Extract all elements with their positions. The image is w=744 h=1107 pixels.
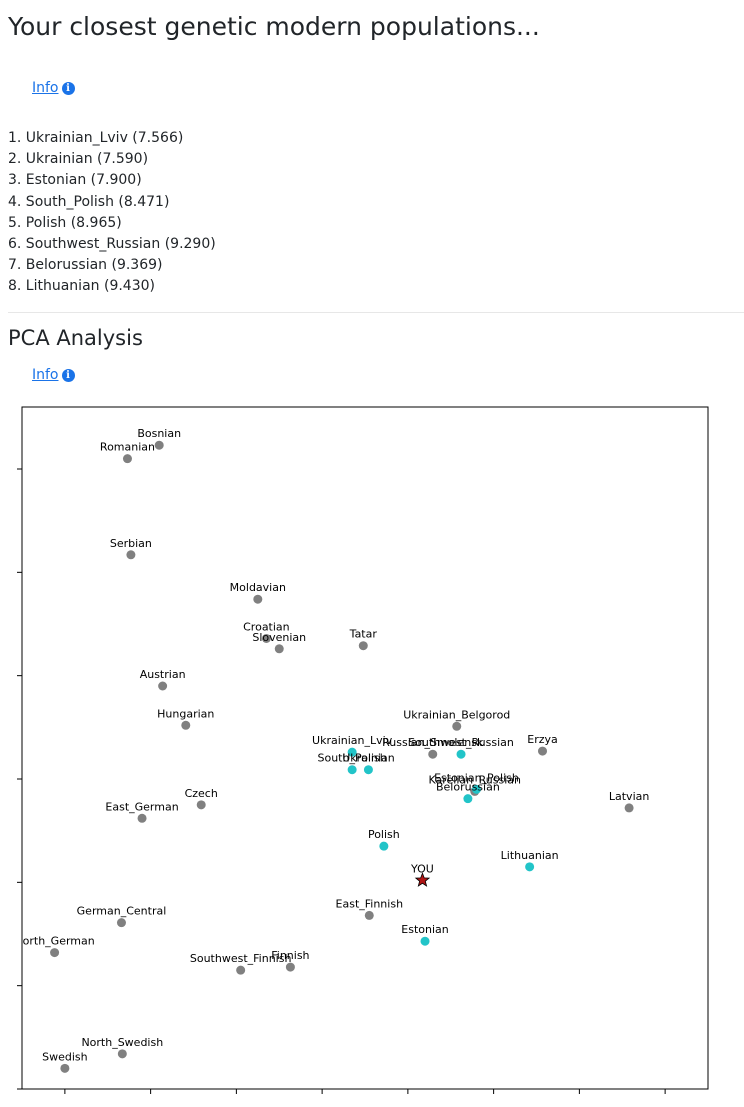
list-item: 2. Ukrainian (7.590) bbox=[8, 151, 149, 168]
list-item: 8. Lithuanian (9.430) bbox=[8, 278, 155, 295]
point-label: Ukrainian bbox=[342, 752, 395, 765]
reference-point bbox=[624, 803, 634, 813]
closest-point bbox=[347, 765, 357, 775]
point-label: Ukrainian_Lviv bbox=[312, 734, 393, 747]
closest-populations-list: 1. Ukrainian_Lviv (7.566) 2. Ukrainian (… bbox=[8, 128, 216, 298]
list-item: 3. Estonian (7.900) bbox=[8, 172, 142, 189]
point-label: Southwest_Russian bbox=[408, 736, 514, 749]
closest-point bbox=[525, 862, 535, 872]
point-label: Tatar bbox=[349, 628, 378, 641]
closest-point bbox=[471, 784, 481, 794]
reference-point bbox=[538, 746, 548, 756]
page-title: Your closest genetic modern populations.… bbox=[8, 12, 540, 41]
point-label: Austrian bbox=[140, 668, 186, 681]
point-label: Russian_Smolensk bbox=[382, 736, 484, 749]
pca-section-title: PCA Analysis bbox=[8, 326, 143, 350]
point-label: Estonian bbox=[401, 923, 448, 936]
reference-point bbox=[117, 1049, 127, 1059]
closest-point bbox=[456, 749, 466, 759]
point-label: North_Swedish bbox=[81, 1036, 163, 1049]
point-label: Estonian_Polish bbox=[434, 771, 519, 784]
list-item: 4. South_Polish (8.471) bbox=[8, 193, 170, 210]
point-label: South_Polish bbox=[318, 752, 387, 765]
closest-point bbox=[379, 841, 389, 851]
point-label: Latvian bbox=[609, 790, 649, 803]
reference-point bbox=[452, 721, 462, 731]
point-label: Erzya bbox=[527, 733, 558, 746]
closest-point bbox=[347, 747, 357, 757]
reference-point bbox=[364, 910, 374, 920]
info-circle-icon: i bbox=[61, 81, 75, 95]
reference-point bbox=[236, 965, 246, 975]
point-label: Belorussian bbox=[436, 781, 500, 794]
point-label: Finnish bbox=[271, 949, 309, 962]
point-label: East_German bbox=[105, 800, 178, 813]
info-link[interactable]: Info i bbox=[32, 80, 75, 96]
closest-point bbox=[463, 794, 473, 804]
reference-point bbox=[60, 1063, 70, 1073]
pca-scatter-chart: BosnianRomanianSerbianMoldavianCroatianS… bbox=[14, 406, 709, 1094]
reference-point bbox=[253, 594, 263, 604]
reference-point bbox=[122, 454, 132, 464]
reference-point bbox=[274, 644, 284, 654]
point-label: Croatian bbox=[243, 620, 290, 633]
reference-point bbox=[285, 962, 295, 972]
list-item: 6. Southwest_Russian (9.290) bbox=[8, 235, 216, 252]
list-item: 1. Ukrainian_Lviv (7.566) bbox=[8, 130, 184, 146]
data-points: BosnianRomanianSerbianMoldavianCroatianS… bbox=[14, 427, 649, 1073]
list-item: 5. Polish (8.965) bbox=[8, 214, 122, 231]
reference-point bbox=[428, 749, 438, 759]
point-label: Lithuanian bbox=[501, 849, 559, 862]
point-label: Romanian bbox=[100, 441, 155, 454]
reference-point bbox=[358, 641, 368, 651]
point-label: Hungarian bbox=[157, 707, 214, 720]
reference-point bbox=[116, 918, 126, 928]
section-divider bbox=[8, 312, 744, 313]
point-label: Slovenian bbox=[252, 631, 306, 644]
point-label: Karelian_Russian bbox=[429, 773, 522, 786]
reference-point bbox=[261, 633, 271, 643]
point-label: Serbian bbox=[110, 537, 152, 550]
point-label: Polish bbox=[368, 828, 400, 841]
info-link-label: Info bbox=[32, 367, 59, 383]
reference-point bbox=[196, 800, 206, 810]
list-item: 7. Belorussian (9.369) bbox=[8, 257, 163, 274]
point-label: Bosnian bbox=[137, 427, 181, 440]
point-label: German_Central bbox=[77, 905, 167, 918]
info-circle-icon: i bbox=[61, 368, 75, 382]
point-label: Swedish bbox=[42, 1050, 88, 1063]
closest-point bbox=[363, 765, 373, 775]
reference-point bbox=[126, 550, 136, 560]
plot-frame bbox=[21, 406, 709, 1090]
point-label: Southwest_Finnish bbox=[190, 952, 292, 965]
point-label: YOU bbox=[410, 862, 434, 875]
point-label: Moldavian bbox=[230, 581, 286, 594]
you-marker bbox=[414, 872, 431, 887]
reference-point bbox=[137, 813, 147, 823]
reference-point bbox=[158, 681, 168, 691]
point-label: Ukrainian_Belgorod bbox=[403, 708, 510, 721]
reference-point bbox=[50, 948, 60, 958]
point-label: North_German bbox=[14, 935, 94, 948]
info-link-label: Info bbox=[32, 80, 59, 96]
closest-point bbox=[420, 936, 430, 946]
point-label: East_Finnish bbox=[336, 897, 404, 910]
reference-point bbox=[181, 720, 191, 730]
reference-point bbox=[154, 440, 164, 450]
pca-info-link[interactable]: Info i bbox=[32, 367, 75, 383]
point-label: Czech bbox=[185, 787, 218, 800]
